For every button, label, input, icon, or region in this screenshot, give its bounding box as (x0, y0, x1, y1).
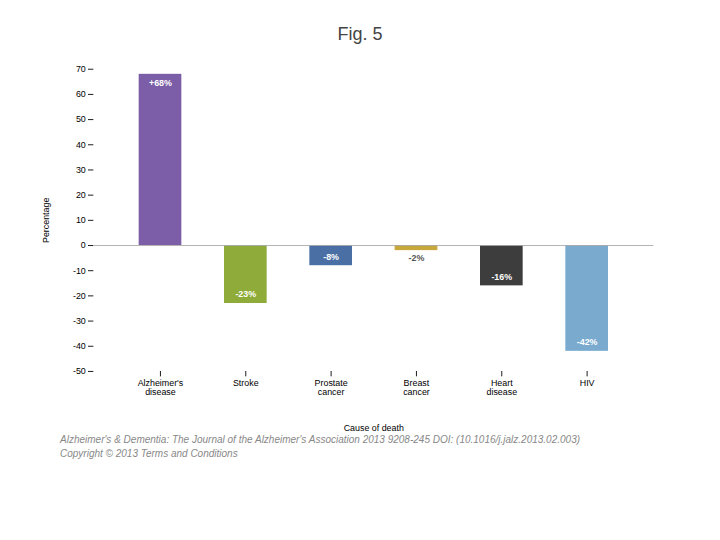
svg-text:+68%: +68% (149, 78, 172, 88)
svg-text:0: 0 (81, 240, 86, 250)
svg-text:-20: -20 (73, 291, 86, 301)
svg-text:50: 50 (76, 114, 86, 124)
svg-text:-30: -30 (73, 316, 86, 326)
svg-text:20: 20 (76, 190, 86, 200)
svg-text:Percentage: Percentage (41, 198, 51, 243)
svg-text:-2%: -2% (409, 253, 425, 263)
svg-text:10: 10 (76, 215, 86, 225)
svg-text:-23%: -23% (235, 289, 256, 299)
svg-text:70: 70 (76, 64, 86, 74)
svg-text:-16%: -16% (491, 272, 512, 282)
svg-text:-40: -40 (73, 341, 86, 351)
svg-text:-8%: -8% (323, 252, 339, 262)
svg-text:-42%: -42% (577, 337, 598, 347)
svg-text:60: 60 (76, 89, 86, 99)
svg-text:-10: -10 (73, 266, 86, 276)
svg-text:-50: -50 (73, 366, 86, 376)
svg-text:HIV: HIV (580, 378, 595, 388)
svg-text:Cause of death: Cause of death (344, 423, 404, 433)
svg-text:Breastcancer: Breastcancer (403, 378, 430, 397)
html-text:Alzheimer's & Dementia: The Jo: Alzheimer's & Dementia: The Journal of t… (60, 434, 580, 446)
svg-text:Heartdisease: Heartdisease (486, 378, 517, 397)
html-text:Fig. 5: Fig. 5 (337, 24, 383, 44)
svg-text:Alzheimer'sdisease: Alzheimer'sdisease (138, 378, 184, 397)
html-text:Copyright © 2013 Terms and Con: Copyright © 2013 Terms and Conditions (60, 447, 238, 459)
svg-text:40: 40 (76, 140, 86, 150)
svg-text:Prostatecancer: Prostatecancer (315, 378, 348, 397)
svg-text:Stroke: Stroke (233, 378, 259, 388)
svg-text:30: 30 (76, 165, 86, 175)
